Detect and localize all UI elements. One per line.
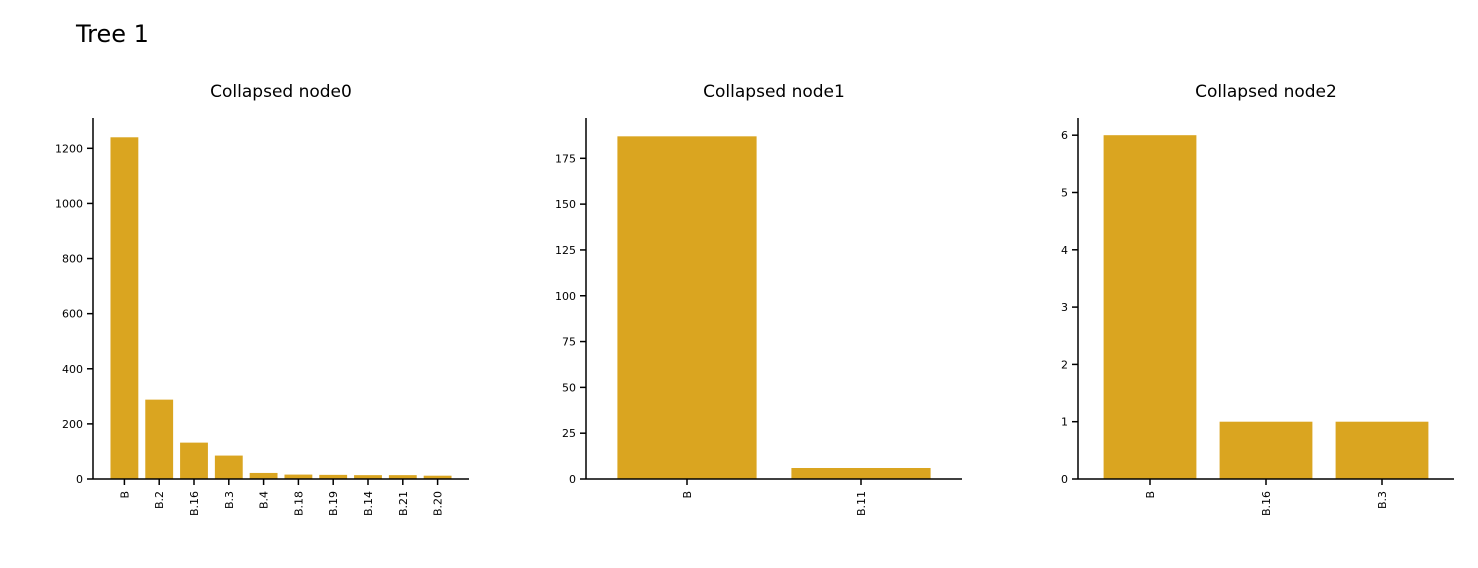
panel-1-bar-B <box>617 136 757 479</box>
panel-0-xtick-label-8: B.21 <box>397 491 410 516</box>
panel-0-bar-B.18 <box>284 474 313 479</box>
panel-2-xtick-label-0: B <box>1144 491 1157 499</box>
panel-1-ytick-label-7: 175 <box>555 152 576 165</box>
panel-0-bar-B.2 <box>145 399 174 479</box>
panel-0-xtick-label-2: B.16 <box>188 491 201 516</box>
panel-0-xtick-label-4: B.4 <box>258 491 271 509</box>
panel-2-ytick-label-6: 6 <box>1061 129 1068 142</box>
panel-2-ytick-label-5: 5 <box>1061 186 1068 199</box>
panel-2-ytick-label-0: 0 <box>1061 473 1068 486</box>
panel-0-ytick-label-4: 800 <box>62 253 83 266</box>
panel-0-bar-B.21 <box>388 475 417 479</box>
panel-0-bar-B.20 <box>423 475 452 479</box>
panel-2-ytick-label-2: 2 <box>1061 358 1068 371</box>
panel-1-ytick-label-4: 100 <box>555 290 576 303</box>
panel-2-bar-B.3 <box>1335 421 1429 479</box>
panel-0-ytick-label-1: 200 <box>62 418 83 431</box>
panel-1-ytick-label-0: 0 <box>569 473 576 486</box>
panel-0-xtick-label-0: B <box>118 491 131 499</box>
panel-0-xtick-label-5: B.18 <box>292 491 305 516</box>
panel-2-title: Collapsed node2 <box>1195 82 1337 102</box>
panel-1-ytick-label-5: 125 <box>555 244 576 257</box>
panel-2-xtick-label-1: B.16 <box>1260 491 1273 516</box>
panel-0-ytick-label-0: 0 <box>76 473 83 486</box>
panel-2-xtick-label-2: B.3 <box>1376 491 1389 509</box>
panel-0-bar-B.14 <box>354 475 382 479</box>
panel-2-ytick-label-1: 1 <box>1061 416 1068 429</box>
panel-0-bar-B.19 <box>319 474 348 479</box>
panel-2-bar-B.16 <box>1219 421 1313 479</box>
panel-0-xtick-label-9: B.20 <box>432 491 445 516</box>
panel-0-bar-B.16 <box>180 442 208 479</box>
panel-0-ytick-label-3: 600 <box>62 308 83 321</box>
panel-1-xtick-label-1: B.11 <box>855 491 868 516</box>
panel-0-ytick-label-5: 1000 <box>55 197 83 210</box>
panel-1-ytick-label-6: 150 <box>555 198 576 211</box>
figure-title: Tree 1 <box>76 20 149 48</box>
panel-0-xtick-label-1: B.2 <box>153 491 166 509</box>
panel-0-xtick-label-6: B.19 <box>327 491 340 516</box>
panel-1-xtick-label-0: B <box>681 491 694 499</box>
panel-2-ytick-label-4: 4 <box>1061 244 1068 257</box>
panel-0-title: Collapsed node0 <box>210 82 352 102</box>
panel-0-ytick-label-2: 400 <box>62 363 83 376</box>
panel-1-title: Collapsed node1 <box>703 82 845 102</box>
panel-1-ytick-label-1: 25 <box>562 427 576 440</box>
panel-0-xtick-label-7: B.14 <box>362 491 375 516</box>
panel-2-bar-B <box>1103 135 1197 479</box>
panel-1-ytick-label-2: 50 <box>562 381 576 394</box>
panel-0-bar-B <box>110 137 139 479</box>
panel-1-ytick-label-3: 75 <box>562 336 576 349</box>
panel-2-ytick-label-3: 3 <box>1061 301 1068 314</box>
panel-0-bar-B.3 <box>214 455 243 479</box>
panel-1-bar-B.11 <box>791 468 931 479</box>
panel-0-xtick-label-3: B.3 <box>223 491 236 509</box>
panel-0-ytick-label-6: 1200 <box>55 142 83 155</box>
panel-0-bar-B.4 <box>249 472 278 479</box>
